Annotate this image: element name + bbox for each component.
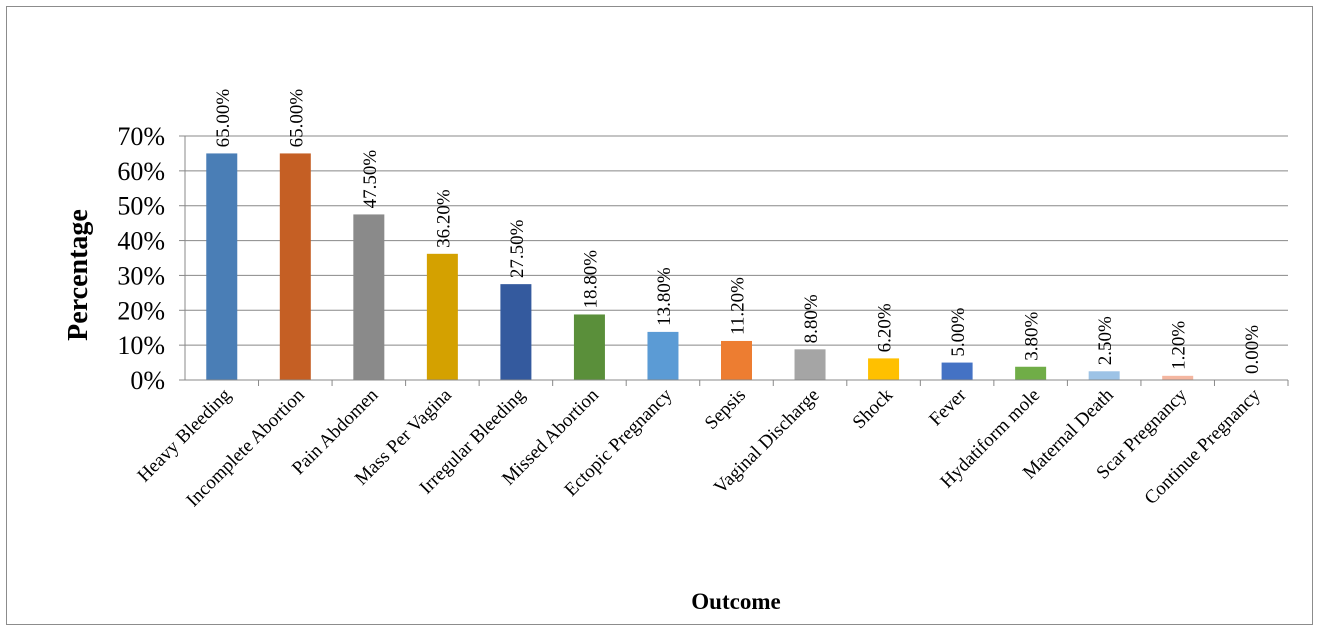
data-labels: 65.00% 65.00% 47.50% 36.20% 27.50% 18.80% 13.8… <box>213 89 1263 374</box>
bar <box>206 153 238 380</box>
data-label: 11.20% <box>728 277 749 335</box>
bars <box>206 153 1194 380</box>
y-axis-title: Percentage <box>63 209 94 341</box>
data-label: 27.50% <box>507 219 528 278</box>
bar <box>500 284 532 380</box>
bar <box>721 340 752 380</box>
bar <box>1162 375 1194 380</box>
x-axis-title: Outcome <box>691 589 780 614</box>
bar <box>279 153 311 380</box>
data-label: 65.00% <box>213 89 234 148</box>
bar <box>1015 366 1047 380</box>
y-tick-label: 50% <box>117 192 165 221</box>
x-tick-label: Fever <box>925 384 971 430</box>
data-label: 47.50% <box>360 150 381 209</box>
data-label: 3.80% <box>1022 312 1043 361</box>
bar <box>794 349 826 380</box>
data-label: 36.20% <box>433 189 454 248</box>
y-tick-label: 70% <box>117 122 165 151</box>
y-tick-label: 60% <box>117 157 165 186</box>
bar <box>941 362 973 380</box>
axes <box>179 135 1289 386</box>
y-tick-label: 0% <box>130 366 165 395</box>
data-label: 8.80% <box>801 294 822 343</box>
x-tick-label: Sepsis <box>701 385 750 434</box>
bar <box>647 331 679 380</box>
y-tick-labels: 0% 10% 20% 30% 40% 50% 60% 70% <box>117 122 165 395</box>
y-tick-label: 20% <box>117 296 165 325</box>
data-label: 13.80% <box>654 267 675 326</box>
y-tick-label: 40% <box>117 227 165 256</box>
data-label: 65.00% <box>286 89 307 148</box>
data-label: 2.50% <box>1095 316 1116 365</box>
bar <box>573 314 605 380</box>
data-label: 18.80% <box>580 250 601 309</box>
data-label: 6.20% <box>875 303 896 352</box>
data-label: 1.20% <box>1169 321 1190 370</box>
bar <box>1088 371 1120 380</box>
y-tick-label: 10% <box>117 331 165 360</box>
data-label: 0.00% <box>1242 325 1263 374</box>
data-label: 5.00% <box>948 307 969 356</box>
y-tick-label: 30% <box>117 261 165 290</box>
bar <box>426 253 458 380</box>
bar <box>868 358 900 380</box>
x-tick-label: Shock <box>849 384 898 433</box>
bar <box>353 214 385 380</box>
